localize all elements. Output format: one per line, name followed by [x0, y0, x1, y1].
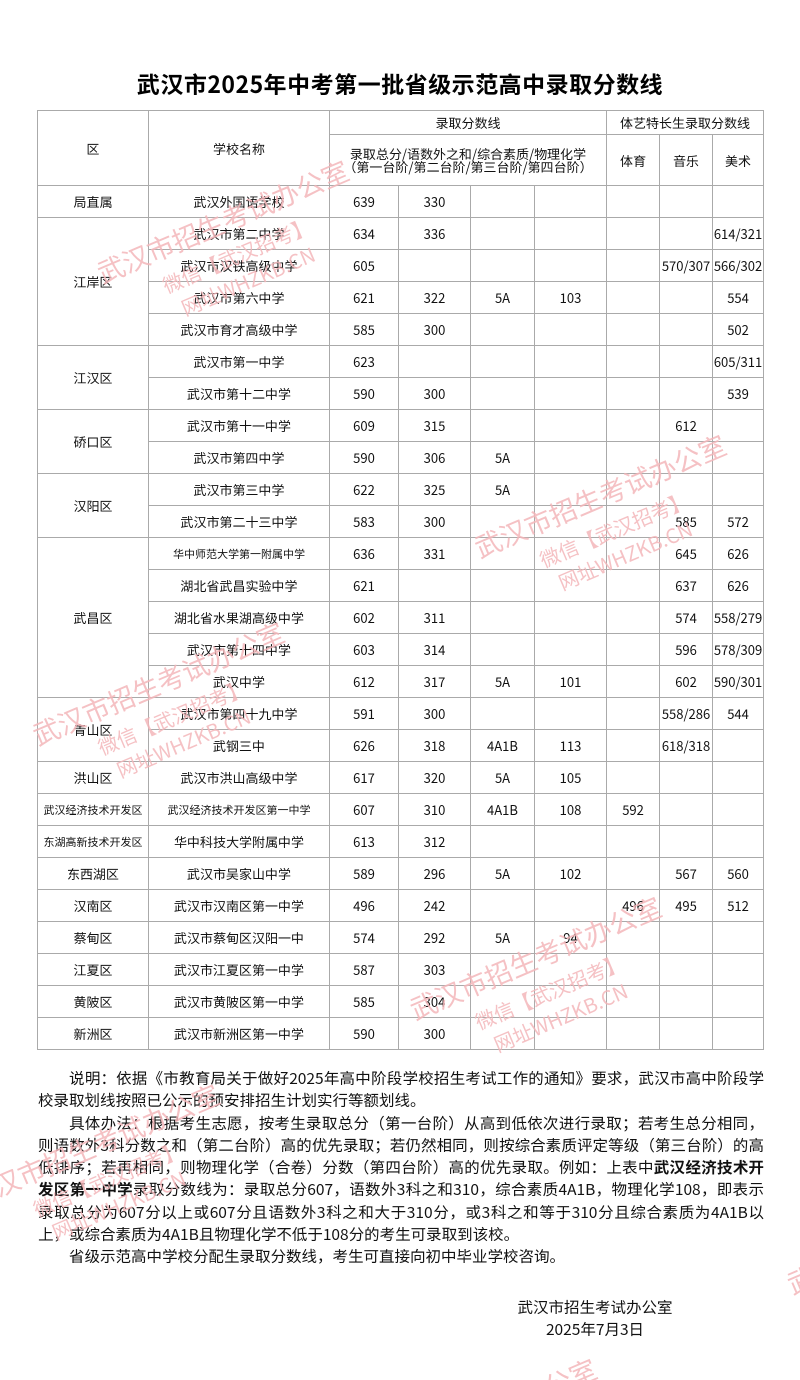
- svg-text:武汉市招生考试办公室: 武汉市招生考试办公室: [780, 1161, 800, 1302]
- svg-text:武汉市招生考试办公室: 武汉市招生考试办公室: [339, 1348, 603, 1380]
